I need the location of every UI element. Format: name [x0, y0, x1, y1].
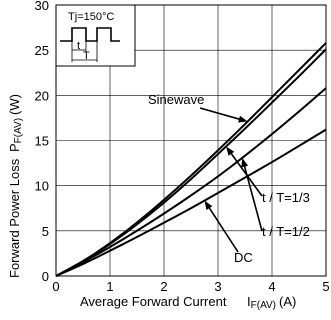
y-tick-label: 15	[35, 134, 49, 149]
curve-t-t-1-3	[55, 48, 327, 277]
grid	[56, 5, 326, 276]
y-tick-label: 25	[35, 43, 49, 58]
y-axis-label: Forward Power Loss	[7, 158, 22, 278]
y-tick-label: 30	[35, 0, 49, 13]
annotation-t-T-1-3: t / T=1/3	[262, 190, 310, 205]
y-tick-label: 20	[35, 88, 49, 103]
arrow-line	[208, 207, 239, 253]
inset-waveform: Tj=150°C t T	[55, 4, 136, 67]
x-tick-label: 5	[322, 279, 329, 294]
x-tick-label: 3	[214, 279, 221, 294]
y-axis-symbol: PF(AV)(W)	[7, 94, 24, 152]
arrow-line	[243, 166, 263, 232]
inset-box	[55, 4, 136, 67]
inset-condition: Tj=150°C	[68, 11, 114, 23]
arrow-head-icon	[241, 157, 249, 168]
pulse-waveform-icon	[60, 27, 120, 42]
annotation-t-T-1-2: t / T=1/2	[262, 224, 310, 239]
x-tick-label: 1	[106, 279, 113, 294]
arrow-head-icon	[238, 115, 248, 123]
y-axis-label-group: Forward Power Loss PF(AV)(W)	[7, 94, 24, 278]
annotation-arrows	[199, 107, 263, 253]
arrow-line	[199, 107, 240, 120]
x-axis-label: Average Forward Current	[80, 294, 227, 309]
annotation-sinewave: Sinewave	[148, 92, 204, 107]
arrow-head-icon	[226, 146, 235, 156]
tick-labels: 0 1 2 3 4 5 0 5 10 15 20 25 30	[35, 0, 330, 294]
annotation-dc: DC	[234, 250, 253, 265]
y-tick-label: 0	[42, 269, 49, 284]
x-tick-label: 2	[160, 279, 167, 294]
y-tick-label: 10	[35, 179, 49, 194]
x-axis-symbol: IF(AV) (A)	[247, 294, 296, 311]
curves	[55, 42, 327, 277]
y-tick-label: 5	[42, 224, 49, 239]
x-tick-label: 4	[268, 279, 275, 294]
arrow-head-icon	[204, 200, 213, 211]
inset-T-label: T	[83, 50, 90, 62]
curve-dc	[55, 128, 327, 277]
curve-t-t-1-2	[55, 87, 327, 277]
x-tick-label: 0	[52, 279, 59, 294]
curve-sinewave	[55, 42, 327, 277]
plot-frame	[55, 4, 327, 277]
inset-t-label: t	[77, 40, 80, 52]
